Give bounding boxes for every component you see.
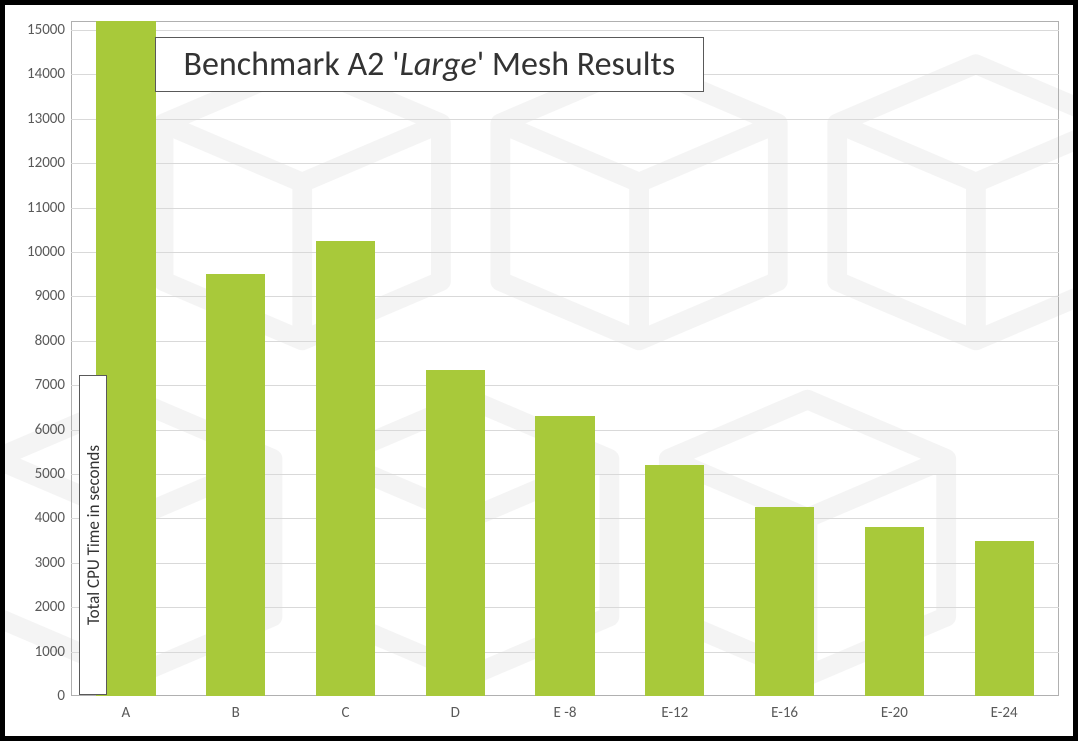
bar-slot: C [291, 21, 401, 696]
bar-slot: E-20 [839, 21, 949, 696]
y-tick-label: 5000 [35, 465, 71, 483]
x-tick-label: C [341, 696, 349, 722]
bar [535, 416, 594, 696]
bars-container: ABCDE -8E-12E-16E-20E-24 [71, 21, 1059, 696]
y-tick-label: 12000 [27, 154, 71, 172]
bar [206, 274, 265, 696]
x-tick-label: E-24 [991, 696, 1018, 722]
y-tick-label: 6000 [35, 421, 71, 439]
y-tick-label: 4000 [35, 509, 71, 527]
chart-title: Benchmark A2 'Large' Mesh Results [155, 37, 705, 92]
bar [316, 241, 375, 696]
x-tick-label: E -8 [554, 696, 577, 722]
y-tick-label: 3000 [35, 554, 71, 572]
x-tick-label: A [122, 696, 131, 722]
title-suffix: ' Mesh Results [477, 44, 675, 85]
x-tick-label: D [451, 696, 460, 722]
y-tick-label: 8000 [35, 332, 71, 350]
y-tick-label: 10000 [27, 243, 71, 261]
y-tick-label: 11000 [27, 199, 71, 217]
y-tick-label: 0 [57, 687, 71, 705]
bar-slot: E-12 [620, 21, 730, 696]
y-tick-label: 13000 [27, 110, 71, 128]
y-tick-label: 9000 [35, 287, 71, 305]
x-tick-label: E-16 [771, 696, 798, 722]
bar-slot: E-24 [949, 21, 1059, 696]
bar-slot: E -8 [510, 21, 620, 696]
title-italic: Large [400, 44, 477, 85]
y-axis-label: Total CPU Time in seconds [79, 375, 107, 695]
bar [645, 465, 704, 696]
y-tick-label: 14000 [27, 65, 71, 83]
bar [755, 507, 814, 696]
x-tick-label: E-12 [661, 696, 688, 722]
y-tick-label: 15000 [27, 21, 71, 39]
plot-area: ABCDE -8E-12E-16E-20E-24 010002000300040… [71, 21, 1059, 696]
title-prefix: Benchmark A2 ' [184, 44, 400, 85]
bar-slot: D [400, 21, 510, 696]
y-tick-label: 2000 [35, 598, 71, 616]
bar [865, 527, 924, 696]
x-tick-label: B [232, 696, 240, 722]
chart-frame: ABCDE -8E-12E-16E-20E-24 010002000300040… [0, 0, 1078, 741]
bar [426, 370, 485, 696]
bar [975, 541, 1034, 696]
y-tick-label: 1000 [35, 643, 71, 661]
bar-slot: B [181, 21, 291, 696]
bar-slot: E-16 [730, 21, 840, 696]
y-tick-label: 7000 [35, 376, 71, 394]
y-axis-label-text: Total CPU Time in seconds [83, 445, 104, 625]
x-tick-label: E-20 [881, 696, 908, 722]
